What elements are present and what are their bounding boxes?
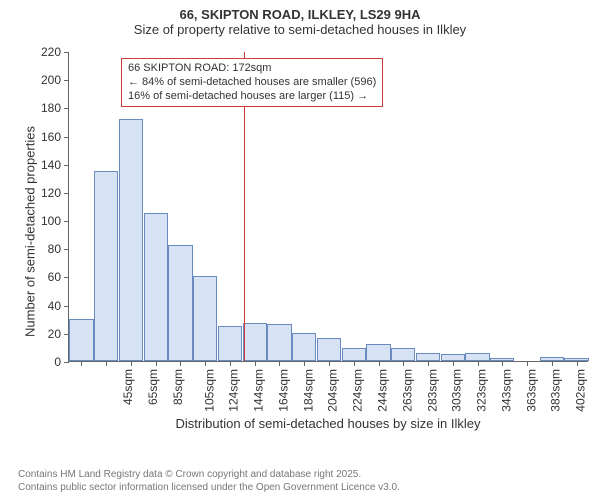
bar	[193, 276, 217, 361]
bar	[317, 338, 341, 361]
x-tick	[304, 361, 305, 366]
chart-container: Number of semi-detached properties 02040…	[0, 44, 600, 444]
y-axis-label: Number of semi-detached properties	[23, 72, 38, 392]
x-tick-label: 303sqm	[450, 369, 464, 412]
x-tick-label: 105sqm	[202, 369, 216, 412]
bar	[366, 344, 390, 361]
x-tick-label: 144sqm	[252, 369, 266, 412]
bar	[267, 324, 291, 361]
bar	[441, 354, 465, 361]
y-tick-label: 160	[41, 130, 69, 144]
y-tick-label: 100	[41, 214, 69, 228]
footer: Contains HM Land Registry data © Crown c…	[18, 469, 400, 494]
x-tick	[527, 361, 528, 366]
bar	[69, 319, 93, 361]
annotation-line: 16% of semi-detached houses are larger (…	[128, 90, 376, 104]
x-tick	[552, 361, 553, 366]
y-tick-label: 60	[48, 270, 69, 284]
x-tick-label: 184sqm	[301, 369, 315, 412]
x-tick-label: 383sqm	[549, 369, 563, 412]
bar	[416, 353, 440, 361]
x-tick	[478, 361, 479, 366]
bar	[218, 326, 242, 361]
x-tick-label: 65sqm	[146, 369, 160, 405]
x-tick-label: 124sqm	[227, 369, 241, 412]
x-tick	[279, 361, 280, 366]
x-tick-label: 283sqm	[425, 369, 439, 412]
x-axis-label: Distribution of semi-detached houses by …	[68, 416, 588, 431]
x-tick-label: 323sqm	[475, 369, 489, 412]
annotation-box: 66 SKIPTON ROAD: 172sqm← 84% of semi-det…	[121, 58, 383, 107]
x-tick	[453, 361, 454, 366]
x-tick	[403, 361, 404, 366]
x-tick	[502, 361, 503, 366]
y-tick-label: 220	[41, 45, 69, 59]
footer-line-2: Contains public sector information licen…	[18, 482, 400, 495]
bar	[465, 353, 489, 361]
y-tick-label: 140	[41, 158, 69, 172]
y-tick-label: 0	[54, 355, 69, 369]
x-tick	[230, 361, 231, 366]
x-tick	[329, 361, 330, 366]
x-tick-label: 85sqm	[171, 369, 185, 405]
x-tick	[428, 361, 429, 366]
x-tick-label: 45sqm	[121, 369, 135, 405]
x-tick-label: 343sqm	[500, 369, 514, 412]
bar	[94, 171, 118, 361]
annotation-line: ← 84% of semi-detached houses are smalle…	[128, 76, 376, 90]
x-tick-label: 244sqm	[376, 369, 390, 412]
page-subtitle: Size of property relative to semi-detach…	[0, 23, 600, 38]
plot-area: 02040608010012014016018020022045sqm65sqm…	[68, 52, 588, 362]
x-tick	[131, 361, 132, 366]
bar	[243, 323, 267, 361]
y-tick-label: 80	[48, 242, 69, 256]
bar	[119, 119, 143, 361]
x-tick-label: 402sqm	[574, 369, 588, 412]
x-tick	[180, 361, 181, 366]
x-tick-label: 224sqm	[351, 369, 365, 412]
x-tick	[205, 361, 206, 366]
y-tick-label: 20	[48, 327, 69, 341]
x-tick	[81, 361, 82, 366]
x-tick	[156, 361, 157, 366]
x-tick	[255, 361, 256, 366]
y-tick-label: 40	[48, 299, 69, 313]
x-tick-label: 363sqm	[524, 369, 538, 412]
bar	[391, 348, 415, 361]
footer-line-1: Contains HM Land Registry data © Crown c…	[18, 469, 400, 482]
x-tick	[577, 361, 578, 366]
bar	[292, 333, 316, 361]
x-tick-label: 164sqm	[277, 369, 291, 412]
x-tick	[106, 361, 107, 366]
x-tick-label: 263sqm	[400, 369, 414, 412]
y-tick-label: 120	[41, 186, 69, 200]
page-title: 66, SKIPTON ROAD, ILKLEY, LS29 9HA	[0, 8, 600, 23]
x-tick	[379, 361, 380, 366]
bar	[168, 245, 192, 361]
x-tick-label: 204sqm	[326, 369, 340, 412]
y-tick-label: 180	[41, 101, 69, 115]
y-tick-label: 200	[41, 73, 69, 87]
x-tick	[354, 361, 355, 366]
bar	[342, 348, 366, 361]
annotation-line: 66 SKIPTON ROAD: 172sqm	[128, 62, 376, 76]
bar	[144, 213, 168, 361]
